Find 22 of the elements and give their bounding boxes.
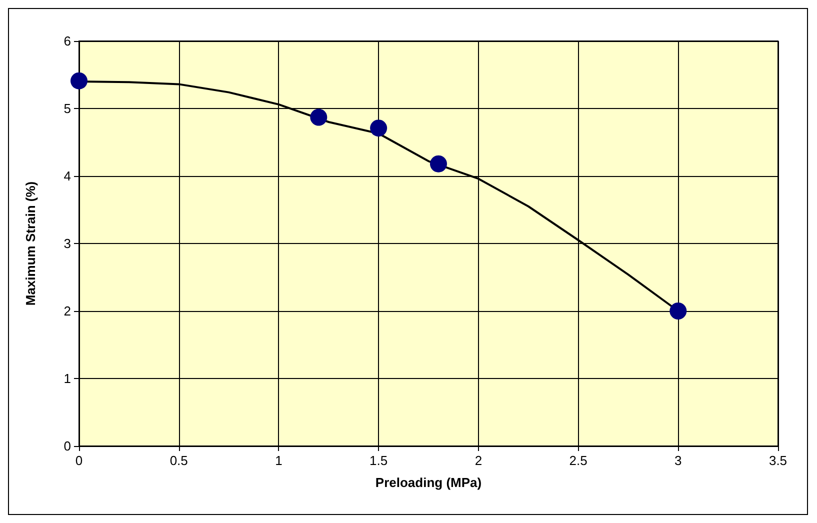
y-tick-label: 5	[64, 101, 71, 116]
x-tick-label: 2.5	[569, 453, 588, 468]
x-tick-label: 0.5	[170, 453, 188, 468]
point	[430, 155, 447, 172]
x-axis-title: Preloading (MPa)	[375, 475, 482, 490]
x-tick-label: 1	[275, 453, 282, 468]
point	[670, 302, 687, 320]
y-tick-label: 2	[64, 304, 71, 318]
x-tick-label: 2	[474, 453, 482, 468]
y-tick-label: 0	[64, 438, 71, 454]
y-tick-label: 6	[64, 34, 71, 48]
y-axis-title: Maximum Strain (%)	[23, 181, 38, 306]
x-tick-label: 0	[75, 453, 83, 468]
point	[310, 108, 328, 126]
x-tick-label: 3	[674, 453, 682, 468]
y-tick-label: 1	[64, 371, 71, 386]
x-tick-label: 3.5	[768, 453, 788, 468]
x-tick-label: 1.5	[370, 453, 388, 468]
y-tick-label: 4	[64, 168, 71, 184]
point	[370, 120, 388, 137]
y-tick-label: 3	[64, 236, 71, 251]
point	[70, 72, 88, 90]
